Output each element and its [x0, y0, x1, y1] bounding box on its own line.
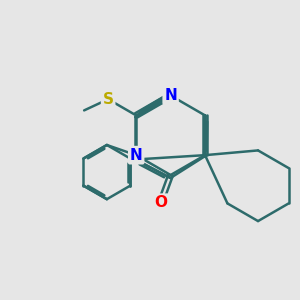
- Text: N: N: [164, 88, 177, 103]
- Text: N: N: [130, 148, 142, 163]
- Text: S: S: [103, 92, 114, 107]
- Text: O: O: [154, 195, 167, 210]
